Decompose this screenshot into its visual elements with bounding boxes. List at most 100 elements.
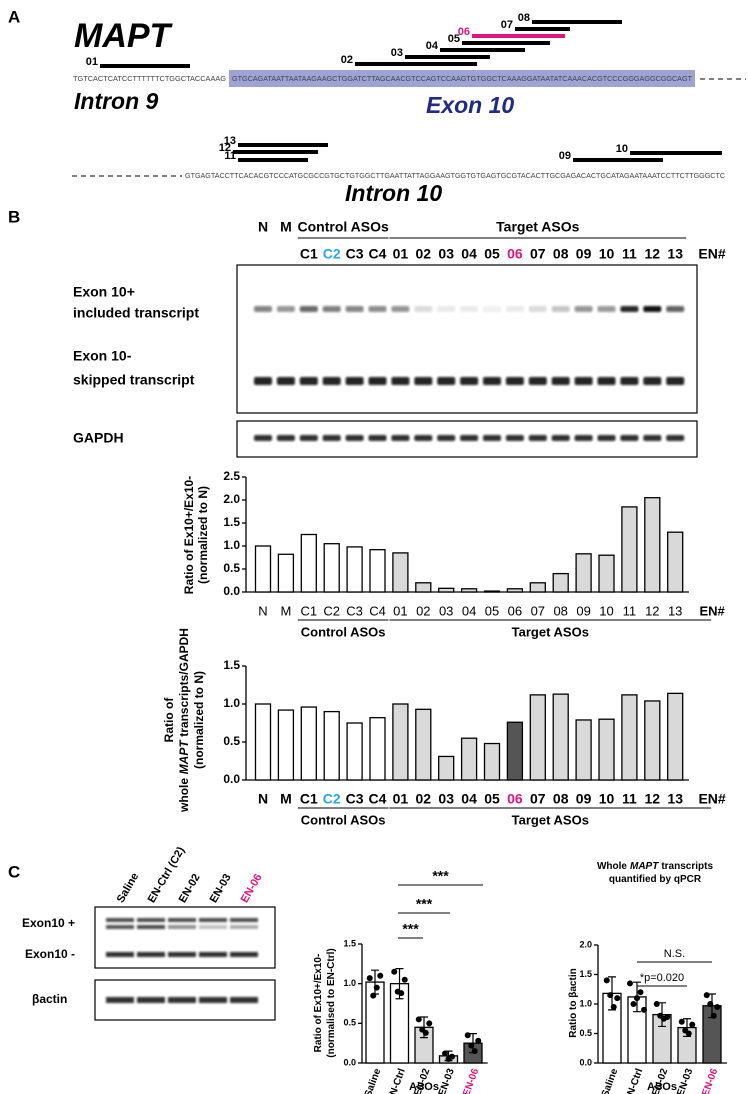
y-axis-label-part: Ratio of Ex10+/Ex10- xyxy=(313,954,324,1053)
y-tick-label: 1.5 xyxy=(223,515,240,529)
x-tick-label: 02 xyxy=(416,603,430,618)
intron10-label: Intron 10 xyxy=(345,180,442,206)
y-axis-label: (normalised to EN-Ctrl) xyxy=(326,948,337,1057)
bar xyxy=(323,543,340,593)
band-lower xyxy=(276,377,295,385)
bar xyxy=(415,708,432,781)
data-point xyxy=(468,1042,475,1049)
x-tick-label: 04 xyxy=(461,791,477,807)
x-tick-label: EN-Ctrl xyxy=(623,1067,645,1094)
bar xyxy=(552,693,569,781)
band-upper xyxy=(391,306,410,312)
lane-label: 12 xyxy=(645,246,661,262)
y-axis-label: whole MAPT transcripts/GAPDH xyxy=(177,628,191,813)
x-tick-label: N xyxy=(258,791,268,807)
x-tick-label: 08 xyxy=(553,791,569,807)
band-lower xyxy=(368,377,387,385)
y-tick-label: 1.5 xyxy=(579,969,592,979)
x-tick-label: N xyxy=(258,603,267,618)
x-tick-label: 01 xyxy=(393,791,409,807)
row-label: βactin xyxy=(32,992,67,1006)
x-tick-label: 02 xyxy=(416,791,432,807)
lane-label: 10 xyxy=(599,246,615,262)
band-gapdh xyxy=(437,435,456,441)
bar xyxy=(460,588,478,593)
bar xyxy=(598,718,615,781)
row-label: Exon10 + xyxy=(22,916,75,930)
lane-label: 03 xyxy=(438,246,454,262)
group-label: Target ASOs xyxy=(496,219,579,235)
y-axis-label: (normalized to N) xyxy=(192,671,206,769)
bar xyxy=(506,721,524,781)
band-lower xyxy=(230,952,258,957)
band-lower xyxy=(505,377,524,385)
y-tick-label: 0.5 xyxy=(223,734,240,748)
y-tick-label: 0.0 xyxy=(223,772,240,786)
x-tick-label: EN-06 xyxy=(461,1067,481,1094)
lane-label: N xyxy=(258,219,268,235)
blot-box xyxy=(236,264,698,414)
band-upper xyxy=(276,306,295,312)
band-actin xyxy=(168,997,196,1003)
data-point xyxy=(401,976,408,983)
aso-label: 07 xyxy=(501,19,513,31)
bar xyxy=(277,553,295,593)
band-lower xyxy=(528,377,547,385)
row-label: included transcript xyxy=(73,305,199,321)
annotation: *p=0.020 xyxy=(640,972,684,984)
band-lower xyxy=(299,377,318,385)
data-point xyxy=(703,992,710,999)
bar xyxy=(506,588,524,593)
lane-label: 09 xyxy=(576,246,592,262)
band-upper xyxy=(199,918,227,922)
x-tick-label: C2 xyxy=(323,603,340,618)
chart-title: Whole MAPT transcripts xyxy=(597,861,713,872)
bar xyxy=(529,582,546,593)
bar xyxy=(254,703,272,781)
bar xyxy=(392,552,409,593)
bar xyxy=(277,709,295,781)
lane-label: 06 xyxy=(507,246,523,262)
y-tick-label: 1.0 xyxy=(223,538,240,552)
bar xyxy=(346,722,363,781)
y-axis-label-part: Ratio of xyxy=(162,697,176,743)
x-tick-label: EN-03 xyxy=(437,1067,457,1094)
lane-label: C4 xyxy=(369,246,387,262)
lane-label: 08 xyxy=(553,246,569,262)
y-axis-label-part: Ratio of Ex10+/Ex10- xyxy=(182,476,196,594)
bar xyxy=(644,700,661,781)
x-tick-label: C4 xyxy=(369,791,387,807)
data-point xyxy=(707,1001,714,1007)
band-upper xyxy=(254,306,272,312)
y-axis-label: Ratio of Ex10+/Ex10- xyxy=(313,954,324,1053)
lane-label: EN-06 xyxy=(239,872,265,905)
lane-label: M xyxy=(280,219,292,235)
x-tick-label: 12 xyxy=(645,603,659,618)
bar xyxy=(460,737,478,781)
data-point xyxy=(610,1003,617,1010)
band-upper xyxy=(643,306,662,312)
bar xyxy=(667,692,684,781)
x-tick-label: C3 xyxy=(346,791,364,807)
bar xyxy=(575,553,592,593)
band-actin xyxy=(199,997,227,1003)
data-point xyxy=(634,995,640,1002)
bar xyxy=(438,587,455,593)
lane-label: 01 xyxy=(393,246,409,262)
band-upper xyxy=(106,918,134,922)
data-point xyxy=(714,1003,721,1010)
band-gapdh xyxy=(368,435,387,441)
x-tick-label: 01 xyxy=(393,603,407,618)
x-tick-label: 11 xyxy=(623,603,637,618)
exon10-seq: GTGCAGATAATTAATAAGAAGCTGGATCTTAGCAACGTCC… xyxy=(232,76,693,83)
chart-title-part: transcripts xyxy=(661,861,713,872)
y-axis-label: Ratio of Ex10+/Ex10- xyxy=(182,476,196,594)
data-point xyxy=(603,977,610,984)
x-tick-label: C1 xyxy=(300,603,317,618)
band-gapdh xyxy=(276,435,295,441)
y-axis-label-part: (normalised to EN-Ctrl) xyxy=(326,948,337,1057)
x-tick-label: Saline xyxy=(363,1067,384,1094)
bar xyxy=(483,590,501,593)
x-tick-label: C1 xyxy=(300,791,318,807)
band-upper xyxy=(483,306,501,312)
